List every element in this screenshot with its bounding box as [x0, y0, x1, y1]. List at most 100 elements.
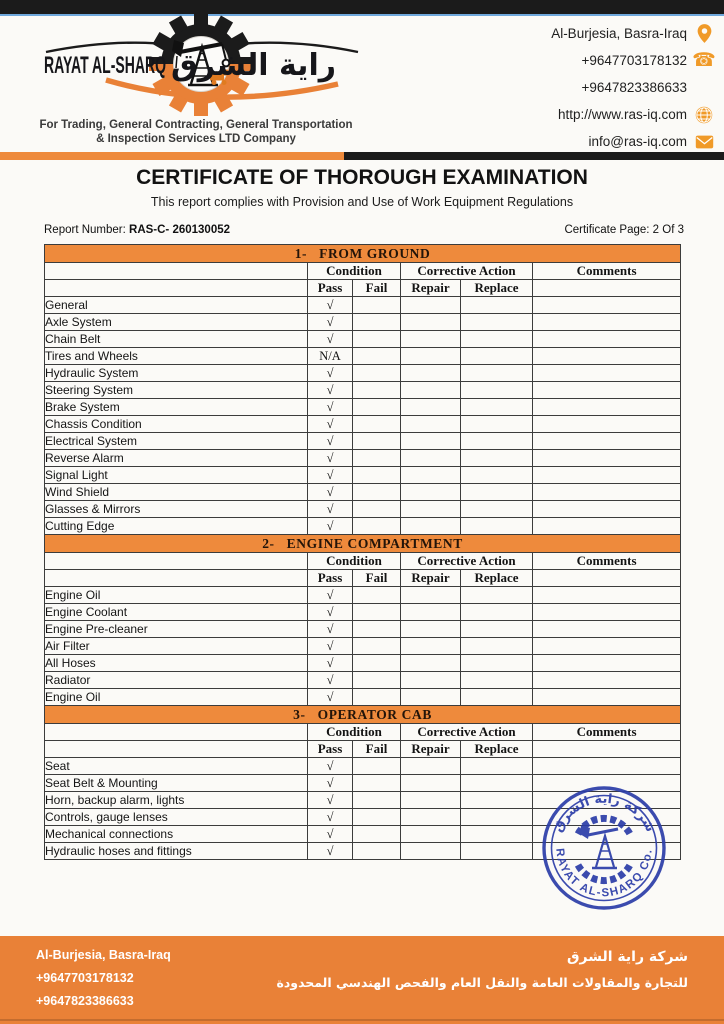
footer-bottom-line: [0, 1019, 724, 1021]
table-row: Radiator √: [44, 671, 682, 689]
phone-icon: ☎: [692, 49, 716, 71]
item-cell: Air Filter: [44, 637, 308, 655]
replace-cell: [460, 603, 533, 621]
repair-cell: [400, 381, 461, 399]
comments-cell: [531, 688, 682, 706]
pass-cell: √: [307, 791, 353, 809]
pass-cell: √: [307, 825, 353, 843]
table-row: Wind Shield √: [44, 483, 682, 501]
replace-cell: [460, 398, 533, 416]
replace-cell: [460, 296, 533, 314]
item-cell: Hydraulic hoses and fittings: [44, 842, 308, 860]
repair-cell: [400, 620, 461, 638]
tagline-line1: For Trading, General Contracting, Genera…: [39, 119, 353, 131]
comments-cell: [531, 620, 682, 638]
pass-cell: √: [307, 774, 353, 792]
divider-orange-segment: [0, 152, 344, 160]
comments-cell: [531, 586, 682, 604]
comments-header: Comments: [531, 262, 682, 280]
pass-cell: √: [307, 757, 353, 775]
pass-cell: √: [307, 415, 353, 433]
pass-cell: √: [307, 842, 353, 860]
replace-cell: [460, 671, 533, 689]
contact-email[interactable]: info@ras-iq.com: [479, 128, 714, 155]
pass-cell: √: [307, 330, 353, 348]
footer: Al-Burjesia, Basra-Iraq +9647703178132 +…: [0, 936, 724, 1024]
comments-cell: [531, 364, 682, 382]
item-cell: Controls, gauge lenses: [44, 808, 308, 826]
repair-cell: [400, 364, 461, 382]
item-cell: Reverse Alarm: [44, 449, 308, 467]
stamp-english-text: RAYAT AL-SHARQ Co.: [553, 848, 653, 900]
email-text[interactable]: info@ras-iq.com: [588, 134, 687, 149]
replace-cell: [460, 586, 533, 604]
repair-cell: [400, 398, 461, 416]
repair-cell: [400, 347, 461, 365]
corrective-action-header: Corrective Action: [400, 552, 533, 570]
replace-cell: [460, 449, 533, 467]
fail-cell: [352, 415, 401, 433]
comments-cell: [531, 466, 682, 484]
replace-cell: [460, 381, 533, 399]
comments-header-empty-cell: [531, 740, 682, 758]
repair-cell: [400, 791, 461, 809]
condition-header: Condition: [307, 262, 401, 280]
pass-cell: √: [307, 808, 353, 826]
table-row: Glasses & Mirrors √: [44, 500, 682, 518]
section-number: 1-: [294, 245, 308, 261]
fail-cell: [352, 808, 401, 826]
fail-header: Fail: [352, 740, 401, 758]
table-row: Reverse Alarm √: [44, 449, 682, 467]
comments-cell: [531, 517, 682, 535]
website-text[interactable]: http://www.ras-iq.com: [557, 107, 687, 122]
fail-cell: [352, 688, 401, 706]
certificate-page-indicator: Certificate Page: 2 Of 3: [564, 224, 684, 236]
pass-cell: √: [307, 432, 353, 450]
item-header-empty-cell: [44, 569, 308, 587]
replace-header: Replace: [460, 279, 533, 297]
item-header-empty-cell: [44, 723, 308, 741]
footer-arabic-block: شركة راية الشرق للتجارة والمقاولات العام…: [277, 949, 689, 990]
fail-cell: [352, 517, 401, 535]
replace-cell: [460, 654, 533, 672]
company-name-en: RAYAT AL-SHARQ: [44, 52, 166, 79]
pass-cell: √: [307, 603, 353, 621]
svg-text:شركة راية الشرق: شركة راية الشرق: [550, 792, 657, 835]
footer-phone2: +9647823386633: [36, 994, 134, 1008]
pass-cell: √: [307, 449, 353, 467]
table-row: Engine Oil √: [44, 586, 682, 604]
pass-cell: √: [307, 500, 353, 518]
item-cell: Cutting Edge: [44, 517, 308, 535]
repair-header: Repair: [400, 740, 461, 758]
table-row: Horn, backup alarm, lights √: [44, 791, 682, 809]
repair-cell: [400, 757, 461, 775]
corrective-action-header: Corrective Action: [400, 723, 533, 741]
contact-website[interactable]: http://www.ras-iq.com: [479, 101, 714, 128]
pass-header: Pass: [307, 279, 353, 297]
replace-header: Replace: [460, 740, 533, 758]
replace-cell: [460, 483, 533, 501]
section-title: ENGINE COMPARTMENT: [286, 535, 463, 551]
fail-cell: [352, 586, 401, 604]
pass-cell: √: [307, 637, 353, 655]
fail-cell: [352, 432, 401, 450]
replace-cell: [460, 500, 533, 518]
table-row: Chain Belt √: [44, 330, 682, 348]
fail-cell: [352, 449, 401, 467]
comments-cell: [531, 432, 682, 450]
section-number: 2-: [262, 535, 275, 551]
contact-phone2: +9647823386633: [479, 74, 714, 101]
replace-cell: [460, 637, 533, 655]
item-cell: Wind Shield: [44, 483, 308, 501]
replace-cell: [460, 330, 533, 348]
repair-cell: [400, 688, 461, 706]
table-row: Brake System √: [44, 398, 682, 416]
pass-cell: √: [307, 483, 353, 501]
replace-cell: [460, 842, 533, 860]
report-number-label: Report Number:: [44, 224, 126, 236]
fail-cell: [352, 620, 401, 638]
certificate-page-label: Certificate Page:: [564, 224, 650, 236]
fail-cell: [352, 671, 401, 689]
table-row: Engine Oil √: [44, 688, 682, 706]
stamp-oil-pump-icon: [580, 825, 619, 870]
